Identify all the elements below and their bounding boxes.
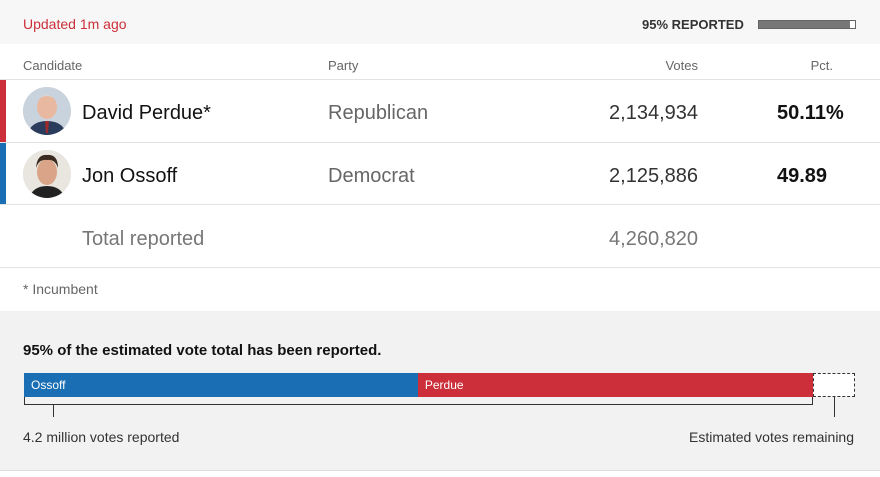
footnote: * Incumbent [23, 281, 98, 297]
votes: 2,125,886 [609, 165, 698, 187]
header-band [0, 0, 880, 44]
percent: 50.11% [777, 102, 844, 124]
party-stripe [0, 143, 6, 204]
total-label: Total reported [82, 228, 205, 250]
column-header: Candidate [23, 58, 83, 73]
tick [53, 405, 54, 417]
summary-headline: 95% of the estimated vote total has been… [23, 342, 382, 359]
column-header: Pct. [810, 58, 833, 73]
photo-art [23, 150, 71, 198]
candidate-photo [23, 150, 71, 198]
reported-fill [759, 21, 851, 28]
bar-segment: Perdue [417, 373, 814, 397]
candidate-name: David Perdue* [82, 102, 211, 124]
right-note: Estimated votes remaining [689, 429, 854, 445]
tick [834, 397, 836, 417]
divider [0, 142, 880, 143]
divider [0, 79, 880, 80]
bar-label: Perdue [424, 378, 464, 392]
percent: 49.89 [777, 165, 828, 187]
votes: 2,134,934 [609, 102, 698, 124]
divider [0, 267, 880, 268]
reported-bar [758, 20, 856, 29]
candidate-name: Jon Ossoff [82, 165, 178, 187]
left-note: 4.2 million votes reported [23, 429, 180, 445]
party-stripe [0, 80, 6, 142]
bar-segment: Ossoff [24, 373, 418, 397]
column-header: Votes [665, 58, 698, 73]
divider [0, 204, 880, 205]
reported-bracket [24, 397, 814, 405]
candidate-photo [23, 87, 71, 135]
party: Republican [328, 102, 429, 124]
photo-art [23, 87, 71, 135]
total-votes: 4,260,820 [609, 228, 698, 250]
updated-label: Updated 1m ago [23, 16, 127, 32]
remaining-segment [813, 373, 855, 397]
reported-label: 95% REPORTED [642, 17, 744, 32]
column-header: Party [328, 58, 359, 73]
bar-label: Ossoff [31, 378, 66, 392]
party: Democrat [328, 165, 415, 187]
